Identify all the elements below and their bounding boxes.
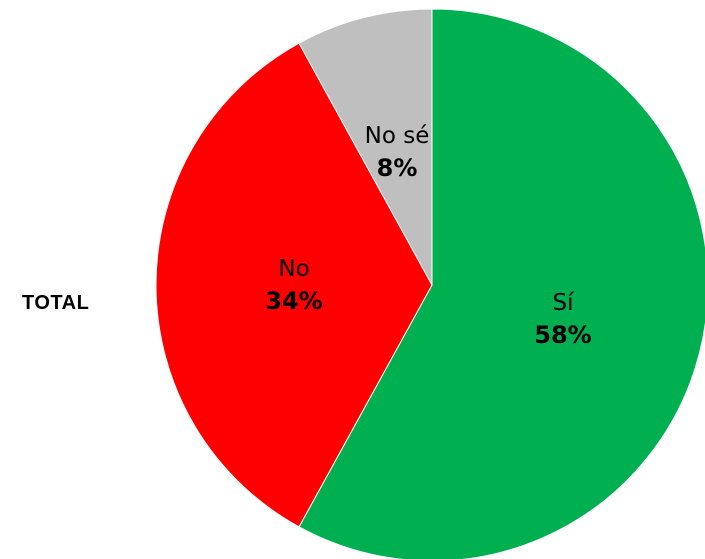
- pie-slice-value-label: 58%: [534, 321, 591, 349]
- pie-slice-value-label: 34%: [265, 287, 322, 315]
- pie-labels: Sí 58% No 34% No sé 8%: [265, 123, 591, 349]
- pie-slice-label: No: [278, 256, 309, 282]
- pie-slice-1: [298, 8, 705, 559]
- pie-slice-2: [155, 42, 433, 528]
- pie-slices: [155, 8, 705, 559]
- pie-slice-value-label: 8%: [377, 154, 418, 182]
- pie-slice-label: No sé: [365, 123, 430, 149]
- pie-slice-label: Sí: [553, 290, 575, 316]
- chart-row-label: TOTAL: [22, 292, 90, 314]
- pie-slice-3: [298, 8, 433, 286]
